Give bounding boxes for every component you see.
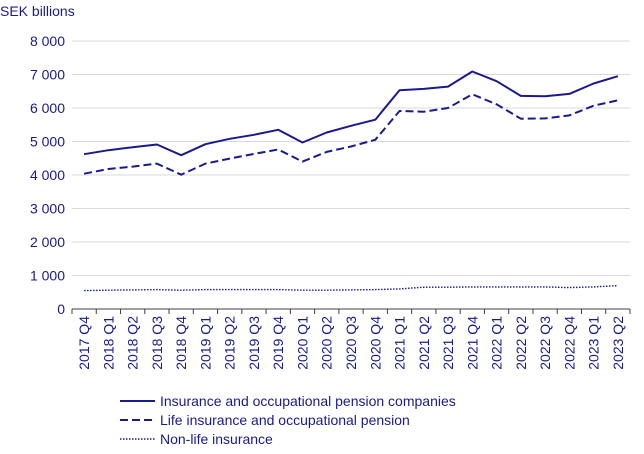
- series-line: [84, 284, 618, 292]
- x-tick-labels: 2017 Q4 2018 Q1 2018 Q2 2018 Q3 2018 Q4 2019 …: [76, 316, 626, 370]
- series-line: [83, 70, 619, 157]
- x-tick-label: 2018 Q1: [100, 316, 116, 370]
- x-tick-label: 2019 Q4: [270, 316, 286, 370]
- y-tick-label: 4 000: [30, 167, 65, 183]
- x-axis: [71, 308, 631, 314]
- x-tick-label: 2022 Q4: [561, 316, 577, 370]
- x-tick-label: 2018 Q2: [125, 316, 141, 370]
- y-tick-label: 5 000: [30, 134, 65, 150]
- y-tick-label: 3 000: [30, 201, 65, 217]
- x-tick-label: 2021 Q2: [416, 316, 432, 370]
- x-tick-label: 2017 Q4: [76, 316, 92, 370]
- x-tick-label: 2019 Q2: [222, 316, 238, 370]
- x-tick-label: 2022 Q2: [513, 316, 529, 370]
- series-lines: [83, 70, 619, 292]
- series-line: [83, 93, 619, 176]
- grid-lines: [72, 40, 630, 276]
- y-axis-label: SEK billions: [0, 3, 75, 19]
- x-tick-label: 2021 Q1: [392, 316, 408, 370]
- legend-label: Non-life insurance: [160, 431, 273, 447]
- y-tick-label: 6 000: [30, 100, 65, 116]
- x-tick-label: 2022 Q3: [537, 316, 553, 370]
- x-tick-label: 2022 Q1: [489, 316, 505, 370]
- legend-label: Insurance and occupational pension compa…: [160, 393, 456, 409]
- x-tick-label: 2020 Q4: [367, 316, 383, 370]
- y-tick-label: 7 000: [30, 67, 65, 83]
- y-tick-label: 0: [57, 301, 65, 317]
- y-tick-label: 2 000: [30, 234, 65, 250]
- x-tick-label: 2023 Q2: [610, 316, 626, 370]
- x-tick-label: 2018 Q4: [173, 316, 189, 370]
- x-tick-label: 2019 Q1: [197, 316, 213, 370]
- x-tick-label: 2023 Q1: [586, 316, 602, 370]
- x-tick-label: 2019 Q3: [246, 316, 262, 370]
- x-tick-label: 2021 Q3: [440, 316, 456, 370]
- y-tick-label: 8 000: [30, 33, 65, 49]
- y-tick-label: 1 000: [30, 268, 65, 284]
- x-tick-label: 2020 Q1: [294, 316, 310, 370]
- legend-label: Life insurance and occupational pension: [160, 412, 410, 428]
- x-tick-label: 2021 Q4: [464, 316, 480, 370]
- legend: Insurance and occupational pension compa…: [120, 393, 456, 447]
- y-tick-labels: 0 1 000 2 000 3 000 4 000 5 000 6 000 7 000 8 00…: [30, 33, 65, 317]
- x-tick-label: 2018 Q3: [149, 316, 165, 370]
- x-tick-label: 2020 Q2: [319, 316, 335, 370]
- x-tick-label: 2020 Q3: [343, 316, 359, 370]
